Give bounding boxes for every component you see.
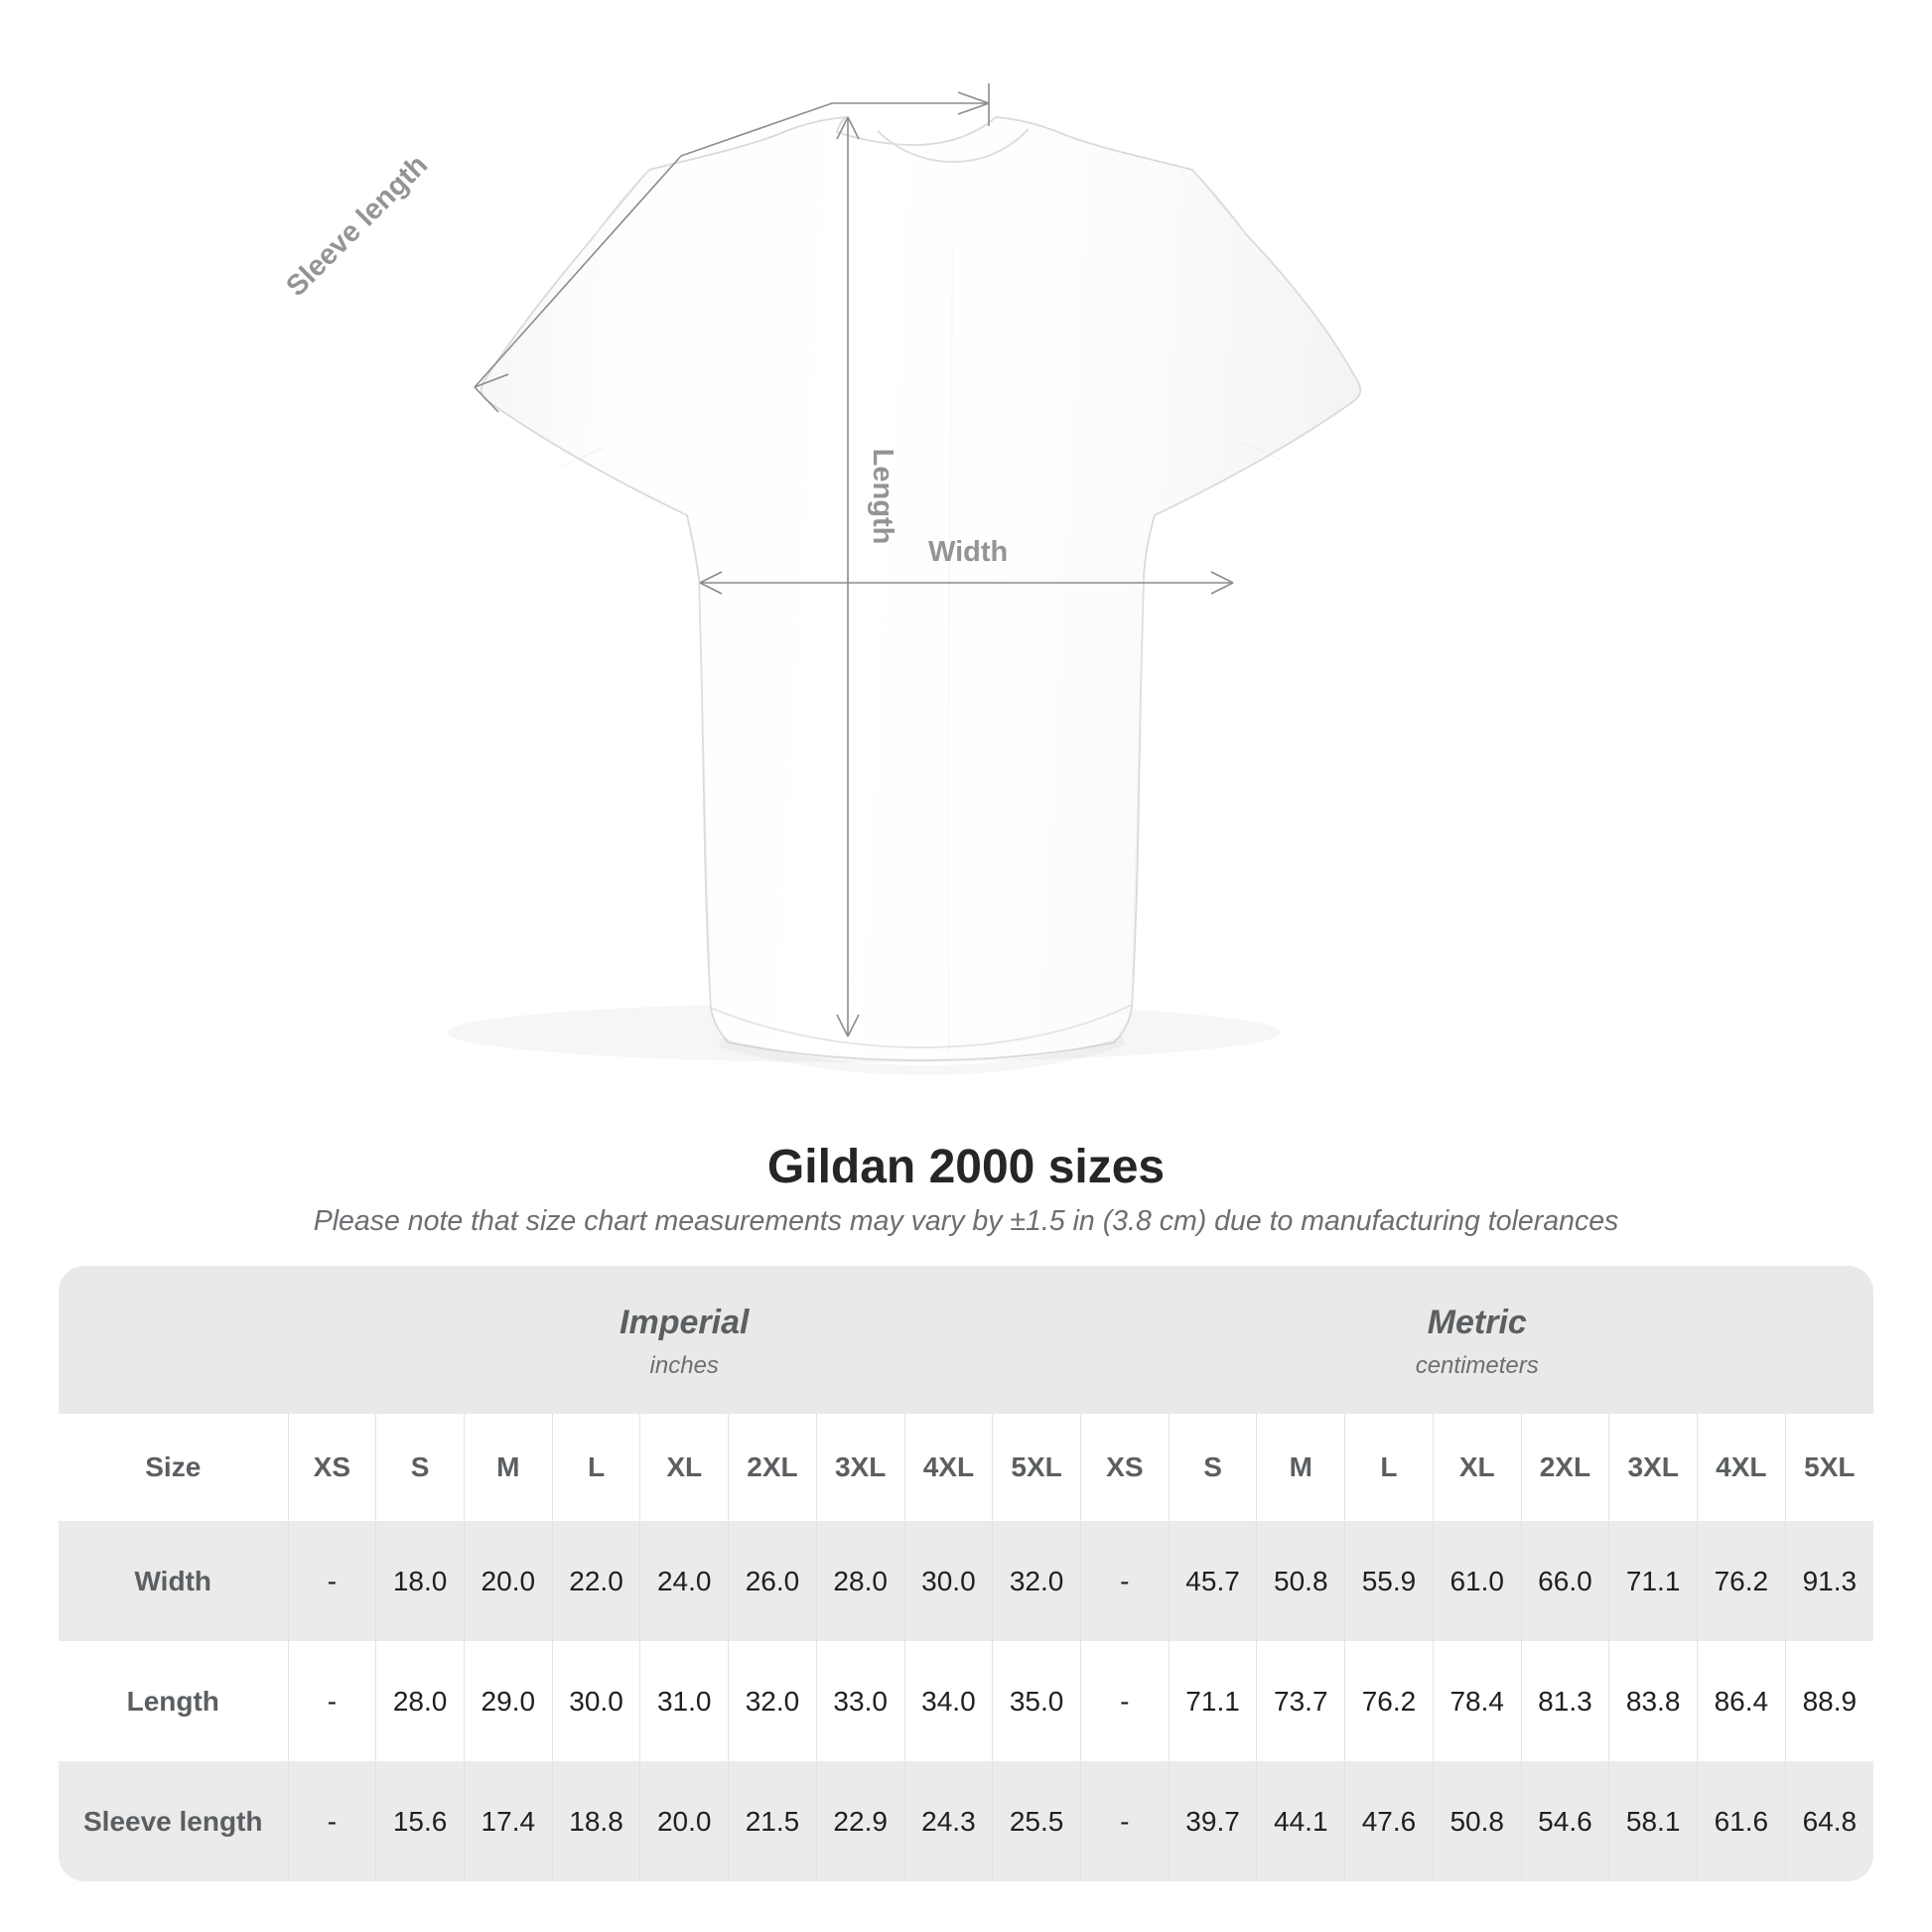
svg-text:Sleeve length: Sleeve length xyxy=(280,149,434,303)
svg-text:Width: Width xyxy=(928,536,1008,568)
svg-text:Length: Length xyxy=(867,449,898,545)
